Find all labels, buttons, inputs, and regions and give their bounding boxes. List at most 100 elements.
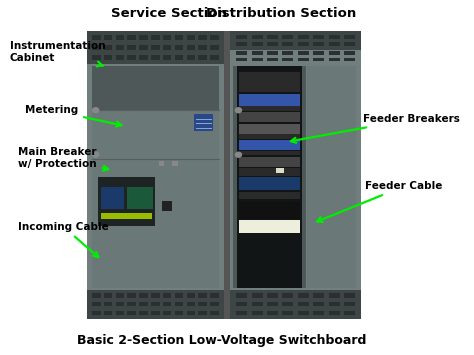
Bar [230,290,361,319]
Bar [187,35,195,40]
Bar [92,55,100,60]
Bar [239,134,300,139]
Bar [328,293,340,298]
Bar [151,311,160,315]
Bar [237,66,302,288]
Bar [151,55,160,60]
Bar [198,35,207,40]
Bar [230,31,361,319]
Bar [198,55,207,60]
Bar [236,42,247,46]
Bar [210,35,219,40]
Bar [252,42,263,46]
Bar [267,293,278,298]
Bar [239,106,300,111]
Bar [313,51,324,55]
Bar [87,290,224,319]
Bar [313,35,324,39]
Bar [283,42,293,46]
Bar [239,220,300,233]
Bar [267,51,278,55]
Bar [116,35,124,40]
Bar [151,302,160,306]
Bar [187,302,195,306]
Bar [344,302,355,306]
Bar [101,187,125,209]
Bar [313,42,324,46]
Bar [224,31,230,319]
Bar [252,311,263,315]
Bar [328,42,340,46]
Text: Basic 2-Section Low-Voltage Switchboard: Basic 2-Section Low-Voltage Switchboard [77,334,366,347]
Bar [92,66,219,288]
Bar [175,45,183,50]
Bar [139,311,148,315]
Bar [162,201,172,211]
Bar [236,51,247,55]
Bar [239,178,300,191]
Bar [198,311,207,315]
Text: Main Breaker
w/ Protection: Main Breaker w/ Protection [18,147,108,171]
Bar [210,293,219,298]
Bar [116,55,124,60]
Bar [116,293,124,298]
Bar [163,302,172,306]
Bar [92,35,100,40]
Bar [283,293,293,298]
Bar [87,31,224,64]
Bar [283,311,293,315]
Bar [92,311,100,315]
Circle shape [92,108,99,113]
Bar [151,35,160,40]
Bar [283,58,293,61]
Circle shape [235,108,242,113]
Bar [104,35,112,40]
Bar [151,293,160,298]
Bar [267,302,278,306]
Bar [344,311,355,315]
Bar [236,311,247,315]
Bar [239,157,300,167]
Bar [252,293,263,298]
Bar [313,302,324,306]
Bar [128,187,153,209]
Bar [283,302,293,306]
Bar [302,66,306,288]
Bar [210,45,219,50]
Bar [313,293,324,298]
Bar [313,311,324,315]
Bar [236,293,247,298]
Bar [236,302,247,306]
Text: Feeder Breakers: Feeder Breakers [291,114,460,143]
Bar [175,35,183,40]
Bar [139,35,148,40]
Bar [239,94,300,106]
Bar [267,42,278,46]
Bar [298,42,309,46]
Bar [175,293,183,298]
Bar [98,177,155,226]
Circle shape [235,152,242,157]
Bar [175,302,183,306]
Bar [344,51,355,55]
Bar [198,45,207,50]
Bar [187,45,195,50]
Bar [92,66,219,110]
Bar [87,31,224,319]
Bar [252,302,263,306]
Bar [283,35,293,39]
Bar [159,161,164,166]
Bar [230,31,361,64]
Bar [139,55,148,60]
Bar [175,311,183,315]
Bar [233,66,237,288]
Bar [267,58,278,61]
Bar [128,302,136,306]
Bar [239,72,300,92]
Bar [344,42,355,46]
Bar [139,45,148,50]
Text: Distribution Section: Distribution Section [206,7,356,20]
Bar [104,311,112,315]
Bar [92,293,100,298]
Bar [298,35,309,39]
